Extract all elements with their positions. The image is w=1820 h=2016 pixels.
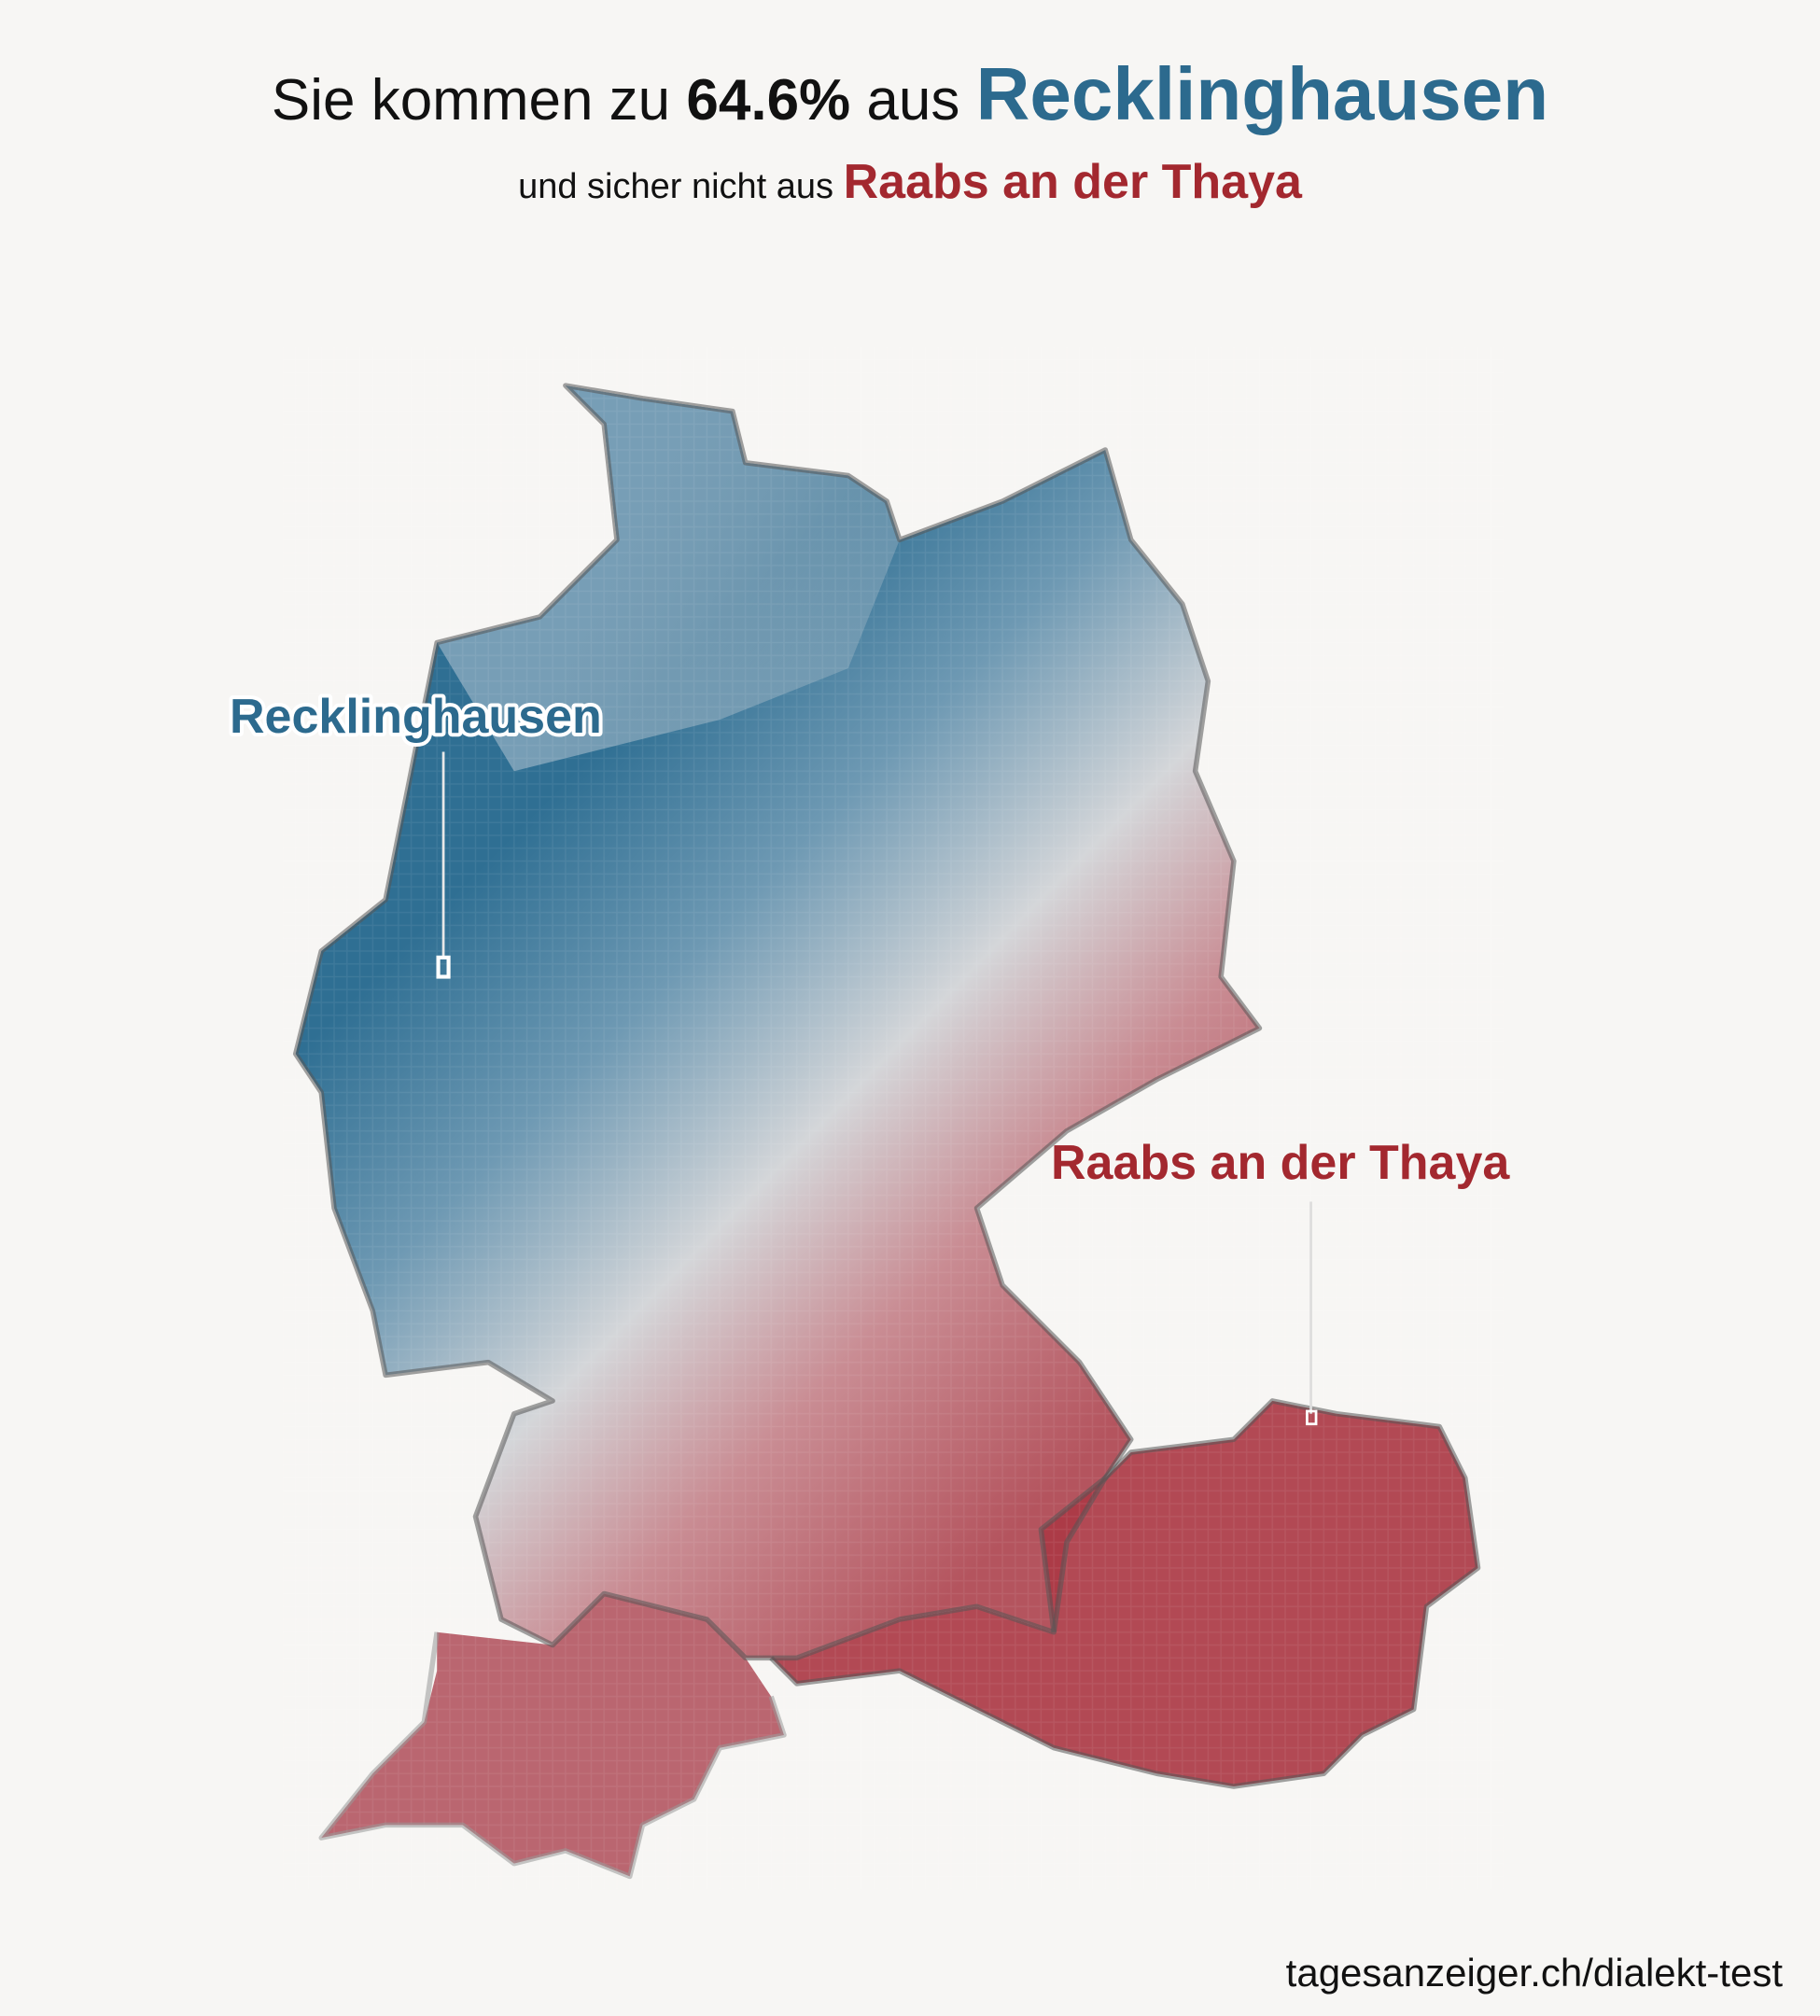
subtitle: und sicher nicht aus Raabs an der Thaya <box>518 155 1303 209</box>
best-match-marker <box>436 955 451 979</box>
austria-border <box>769 1398 1481 1789</box>
worst-match-label: Raabs an der Thaya <box>1051 1136 1510 1190</box>
germany-border <box>292 383 1263 1661</box>
title-prefix: Sie kommen zu <box>272 68 670 133</box>
title: Sie kommen zu 64.6% aus Recklinghausen <box>272 52 1548 135</box>
worst-match-marker <box>1306 1409 1318 1426</box>
borders <box>292 383 1481 1880</box>
subtitle-place: Raabs an der Thaya <box>844 155 1303 209</box>
best-match-label: Recklinghausen <box>230 690 602 744</box>
title-mid: aus <box>866 68 959 133</box>
pixel-texture <box>282 346 1505 1890</box>
switzerland-border <box>318 1631 787 1880</box>
source: tagesanzeiger.ch/dialekt-test <box>1286 1951 1784 1995</box>
map <box>282 346 1505 1890</box>
title-share: 64.6% <box>686 68 850 133</box>
title-place: Recklinghausen <box>976 52 1549 135</box>
subtitle-prefix: und sicher nicht aus <box>518 167 833 206</box>
